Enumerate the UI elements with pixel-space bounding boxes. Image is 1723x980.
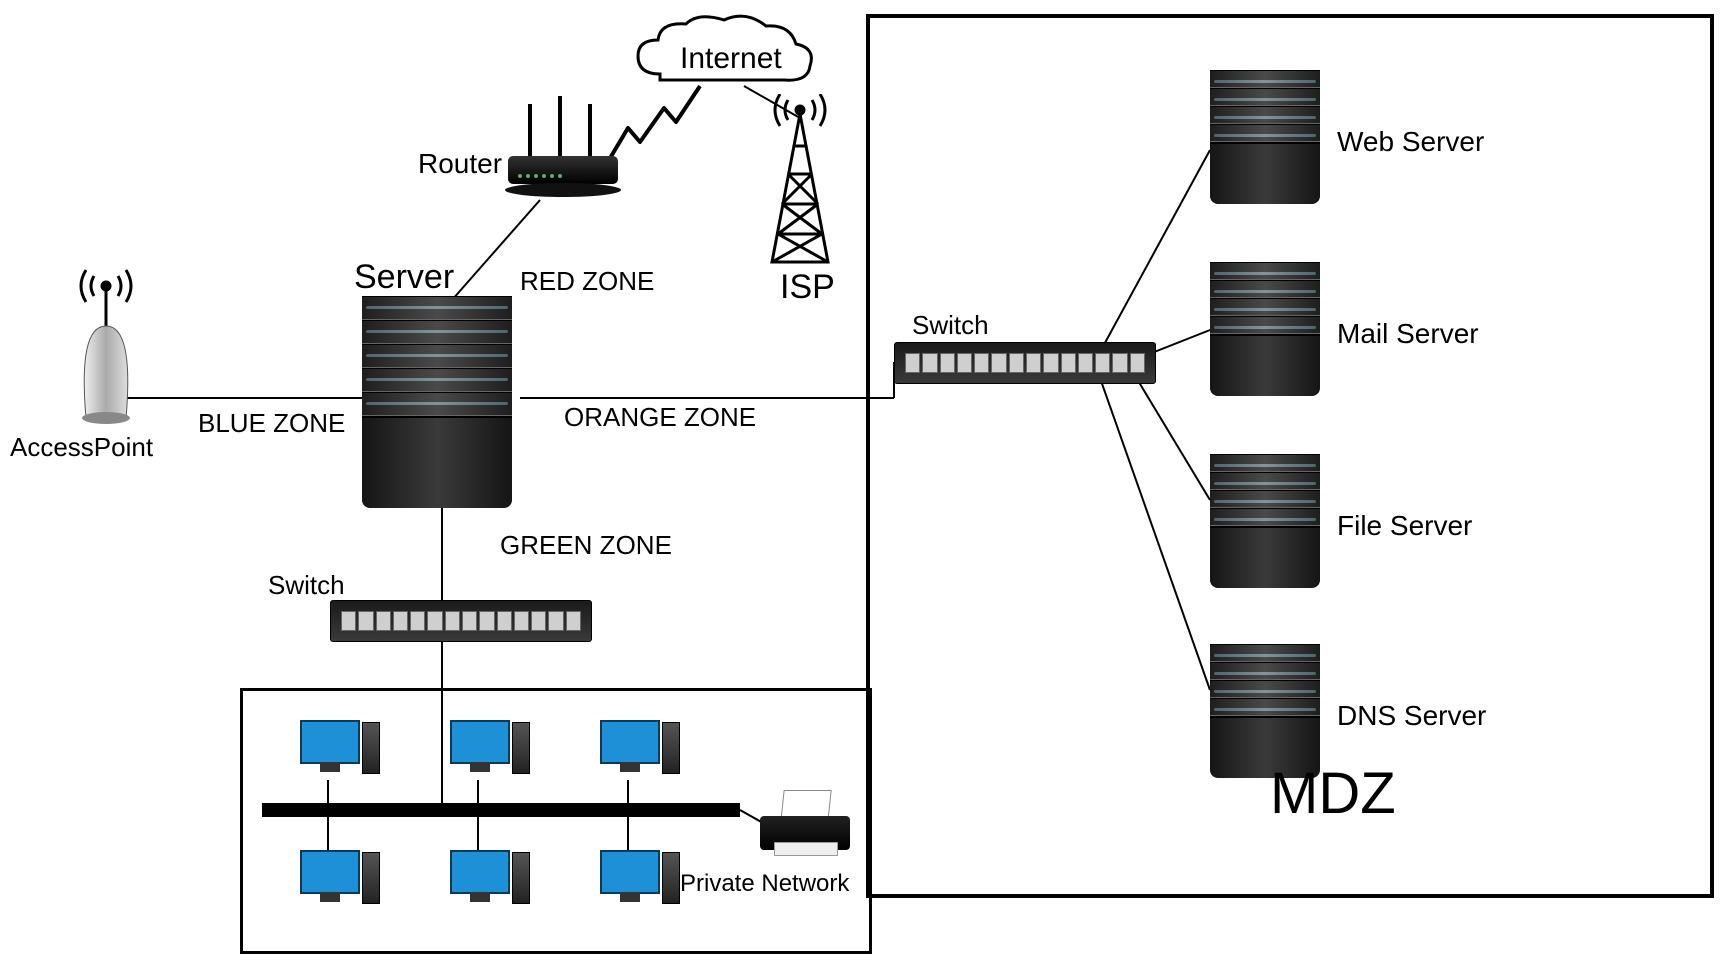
- mail-server-icon: [1210, 262, 1320, 396]
- private-network-bus: [262, 803, 740, 817]
- dns-server-label: DNS Server: [1337, 700, 1486, 732]
- internet-label: Internet: [680, 42, 782, 76]
- printer-icon: [760, 790, 850, 850]
- workstation-icon: [600, 850, 680, 910]
- server-label: Server: [354, 258, 454, 297]
- file-server-label: File Server: [1337, 510, 1472, 542]
- blue-zone-label: BLUE ZONE: [198, 408, 345, 439]
- dns-server-icon: [1210, 644, 1320, 778]
- main-server-icon: [362, 296, 512, 508]
- network-diagram: { "type": "network-diagram", "canvas": {…: [0, 0, 1723, 980]
- workstation-icon: [300, 850, 380, 910]
- workstation-icon: [600, 720, 680, 780]
- workstation-icon: [450, 720, 530, 780]
- green-zone-label: GREEN ZONE: [500, 530, 672, 561]
- green-switch-icon: [330, 600, 590, 640]
- isp-tower-icon: [760, 94, 860, 279]
- workstation-icon: [300, 720, 380, 780]
- switch-left-label: Switch: [268, 570, 345, 601]
- access-point-icon: [62, 268, 172, 433]
- red-zone-label: RED ZONE: [520, 266, 654, 297]
- switch-right-label: Switch: [912, 310, 989, 341]
- workstation-icon: [450, 850, 530, 910]
- mdz-switch-icon: [894, 342, 1154, 382]
- mdz-label: MDZ: [1270, 760, 1396, 827]
- private-network-label: Private Network: [680, 870, 849, 898]
- router-label: Router: [418, 148, 502, 180]
- access-point-label: AccessPoint: [10, 432, 153, 463]
- orange-zone-label: ORANGE ZONE: [564, 402, 756, 433]
- web-server-label: Web Server: [1337, 126, 1484, 158]
- isp-label: ISP: [780, 268, 835, 307]
- file-server-icon: [1210, 454, 1320, 588]
- mail-server-label: Mail Server: [1337, 318, 1479, 350]
- router-icon: [500, 96, 640, 211]
- web-server-icon: [1210, 70, 1320, 204]
